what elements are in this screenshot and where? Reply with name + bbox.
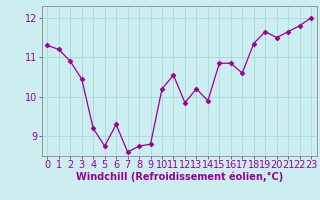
X-axis label: Windchill (Refroidissement éolien,°C): Windchill (Refroidissement éolien,°C) — [76, 172, 283, 182]
